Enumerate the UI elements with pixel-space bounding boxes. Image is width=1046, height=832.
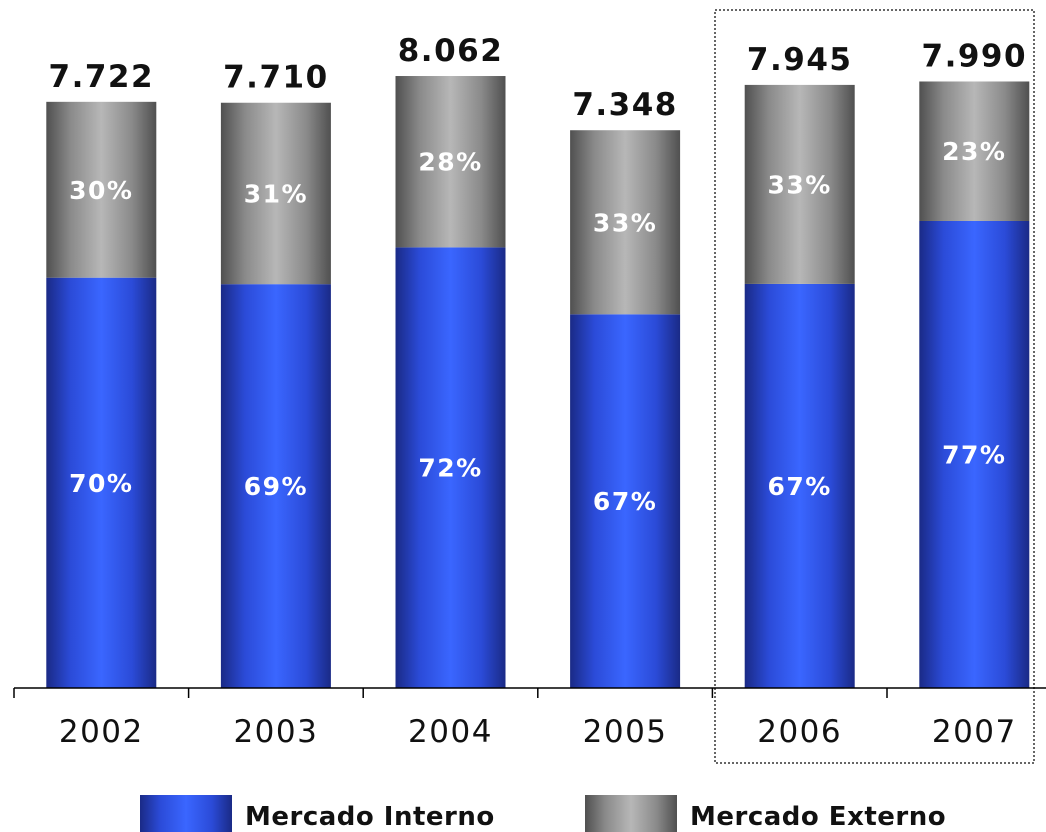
bar-percent-label: 33%	[768, 170, 832, 199]
x-tick-label: 2003	[233, 714, 318, 750]
bar-percent-label: 72%	[418, 454, 482, 483]
bar-total-label: 7.348	[572, 87, 678, 123]
bar-mercado-externo-2002	[46, 101, 157, 278]
bar-mercado-externo-2004	[395, 76, 506, 248]
bar-percent-label: 70%	[69, 469, 133, 498]
bar-total-label: 7.990	[922, 38, 1028, 74]
bar-mercado-interno-2003	[220, 284, 331, 688]
x-tick-label: 2007	[932, 714, 1017, 750]
bar-mercado-interno-2006	[744, 283, 855, 688]
bar-percent-label: 33%	[593, 208, 657, 237]
bar-percent-label: 30%	[69, 176, 133, 205]
bar-total-label: 7.722	[49, 59, 155, 95]
bar-percent-label: 28%	[418, 148, 482, 177]
x-tick-label: 2005	[583, 714, 668, 750]
bar-total-label: 7.710	[223, 60, 329, 96]
bar-percent-label: 77%	[942, 440, 1006, 469]
bar-percent-label: 67%	[593, 487, 657, 516]
bar-percent-label: 67%	[768, 472, 832, 501]
x-tick-label: 2004	[408, 714, 493, 750]
legend-label: Mercado Interno	[245, 802, 495, 832]
bar-mercado-externo-2006	[744, 84, 855, 284]
bar-mercado-interno-2004	[395, 247, 506, 688]
bar-mercado-externo-2003	[220, 102, 331, 285]
legend: Mercado Interno Mercado Externo	[140, 795, 946, 832]
bar-mercado-externo-2007	[919, 81, 1030, 221]
legend-swatch	[585, 795, 677, 832]
x-tick-label: 2002	[59, 714, 144, 750]
bar-percent-label: 23%	[942, 137, 1006, 166]
x-tick-label: 2006	[757, 714, 842, 750]
bar-mercado-interno-2002	[46, 277, 157, 688]
bar-mercado-interno-2007	[919, 220, 1030, 688]
bar-total-label: 7.945	[747, 42, 853, 78]
legend-swatch	[140, 795, 232, 832]
bar-percent-label: 69%	[244, 472, 308, 501]
legend-label: Mercado Externo	[690, 802, 946, 832]
bar-mercado-externo-2005	[570, 130, 681, 315]
bar-mercado-interno-2005	[570, 314, 681, 688]
bar-total-label: 8.062	[398, 33, 504, 69]
bar-percent-label: 31%	[244, 179, 308, 208]
